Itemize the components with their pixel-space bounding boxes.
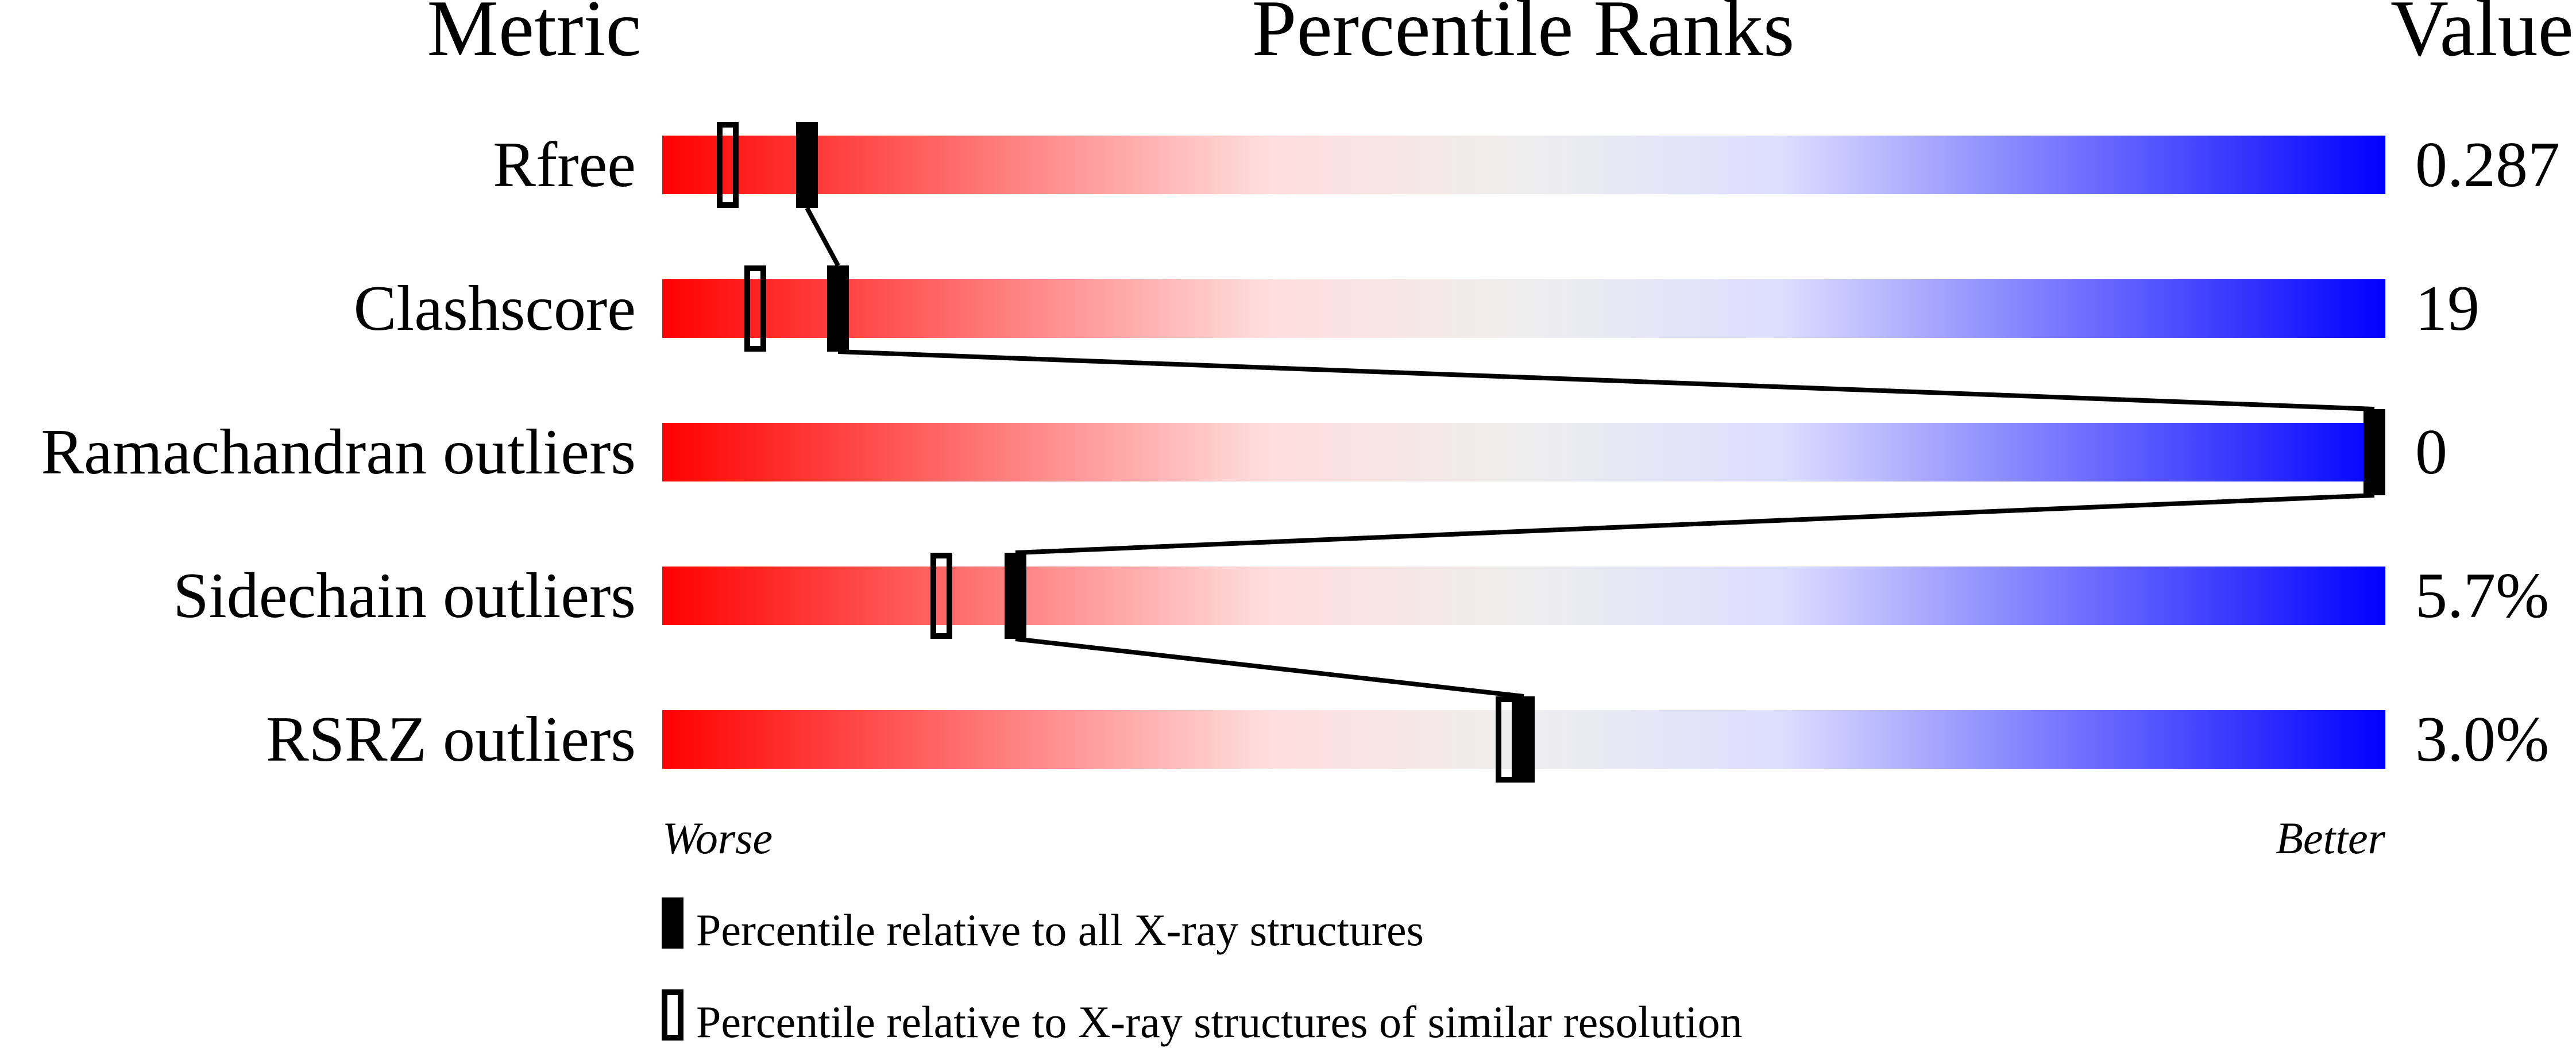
metric-label: RSRZ outliers bbox=[266, 704, 636, 775]
metric-row: Rfree 0.287 bbox=[493, 129, 2560, 201]
metric-label: Rfree bbox=[493, 129, 636, 201]
legend: Percentile relative to all X-ray structu… bbox=[662, 897, 1743, 1047]
legend-filled-marker-icon bbox=[662, 897, 683, 949]
metric-value: 3.0% bbox=[2415, 704, 2549, 775]
connector-line bbox=[805, 207, 840, 267]
marker-all-structures bbox=[827, 265, 849, 352]
marker-all-structures bbox=[1005, 553, 1026, 639]
percentile-bar bbox=[662, 423, 2385, 481]
header-value: Value bbox=[2390, 0, 2574, 73]
connector-line bbox=[1015, 493, 2375, 555]
metric-value: 0 bbox=[2415, 417, 2447, 488]
metric-row: RSRZ outliers 3.0% bbox=[266, 704, 2549, 775]
axis-label-better: Better bbox=[2276, 813, 2385, 863]
percentile-bar bbox=[662, 567, 2385, 625]
percentile-bar bbox=[662, 279, 2385, 338]
marker-similar-resolution bbox=[930, 553, 952, 639]
metric-label: Ramachandran outliers bbox=[41, 417, 636, 488]
metric-row: Clashscore 19 bbox=[354, 273, 2480, 344]
legend-label-all: Percentile relative to all X-ray structu… bbox=[696, 905, 1424, 955]
connector-line bbox=[1015, 637, 1524, 699]
metric-value: 0.287 bbox=[2415, 129, 2560, 201]
connector-line bbox=[837, 349, 2375, 411]
marker-all-structures bbox=[796, 122, 818, 208]
metric-label: Sidechain outliers bbox=[173, 560, 636, 631]
header-percentile-ranks: Percentile Ranks bbox=[1252, 0, 1795, 73]
marker-similar-resolution bbox=[717, 122, 739, 208]
metric-row: Ramachandran outliers 0 bbox=[41, 417, 2447, 488]
metric-row: Sidechain outliers 5.7% bbox=[173, 560, 2549, 631]
marker-all-structures bbox=[2363, 409, 2385, 495]
percentile-bar bbox=[662, 136, 2385, 194]
axis-label-worse: Worse bbox=[662, 813, 773, 863]
metric-value: 5.7% bbox=[2415, 560, 2549, 631]
metric-value: 19 bbox=[2415, 273, 2480, 344]
metric-label: Clashscore bbox=[354, 273, 636, 344]
marker-similar-resolution bbox=[744, 265, 766, 352]
legend-open-marker-icon bbox=[662, 989, 683, 1041]
marker-all-structures bbox=[1513, 696, 1535, 783]
legend-label-similar: Percentile relative to X-ray structures … bbox=[696, 997, 1743, 1047]
header-metric: Metric bbox=[427, 0, 641, 73]
